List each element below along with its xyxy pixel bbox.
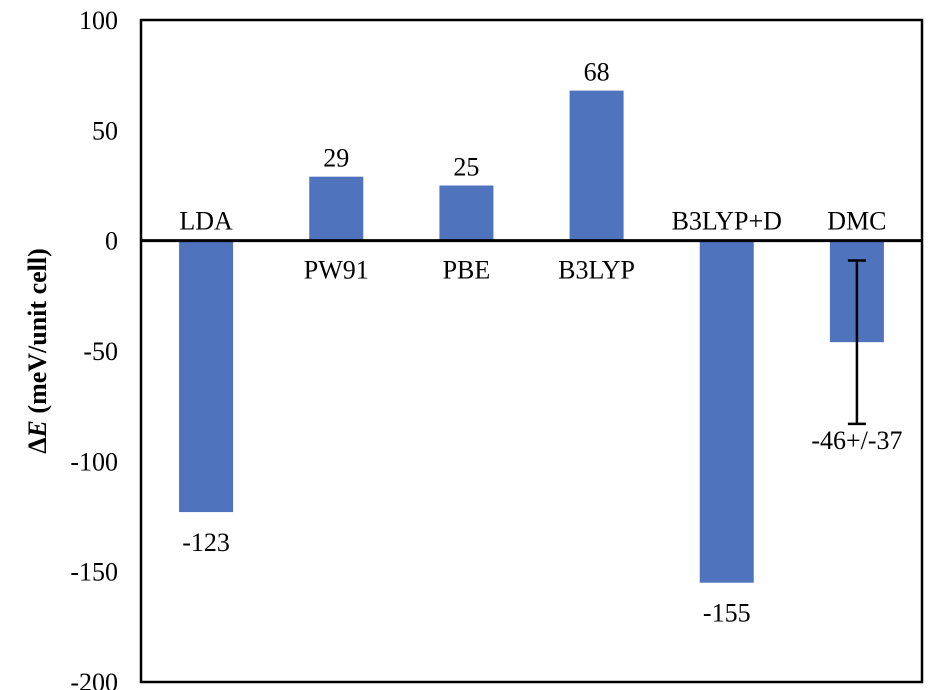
plot-frame (139, 18, 924, 684)
category-label: B3LYP+D (672, 207, 782, 236)
category-label: LDA (179, 207, 233, 236)
data-label: -155 (703, 599, 751, 628)
category-label: B3LYP (558, 256, 635, 285)
category-label: PW91 (304, 256, 369, 285)
data-label: 25 (453, 153, 479, 182)
data-label: 29 (323, 144, 349, 173)
bar-lda (179, 240, 234, 513)
data-label: -123 (182, 528, 230, 557)
y-tick-label: -50 (83, 337, 118, 366)
bar-pbe (439, 185, 494, 241)
y-axis-title-variable: E (23, 420, 52, 438)
bar-pw91 (309, 176, 364, 241)
category-label: DMC (827, 207, 886, 236)
data-label: -46+/-37 (811, 426, 902, 455)
y-tick-label: 50 (92, 116, 118, 145)
bar-b3lyp-d (699, 240, 754, 583)
y-tick-label: 0 (105, 227, 118, 256)
y-tick-label: 100 (79, 6, 118, 35)
y-tick-label: -100 (70, 447, 118, 476)
y-axis-title-symbol: Δ (23, 437, 52, 453)
y-axis-title: ΔE (meV/unit cell) (23, 248, 52, 454)
error-bar (847, 259, 866, 426)
category-label: PBE (443, 256, 491, 285)
data-label: 68 (584, 58, 610, 87)
bar-b3lyp (569, 90, 624, 241)
y-axis-title-unit: (meV/unit cell) (23, 248, 52, 420)
y-tick-label: -150 (70, 558, 118, 587)
y-tick-label: -200 (70, 668, 118, 690)
